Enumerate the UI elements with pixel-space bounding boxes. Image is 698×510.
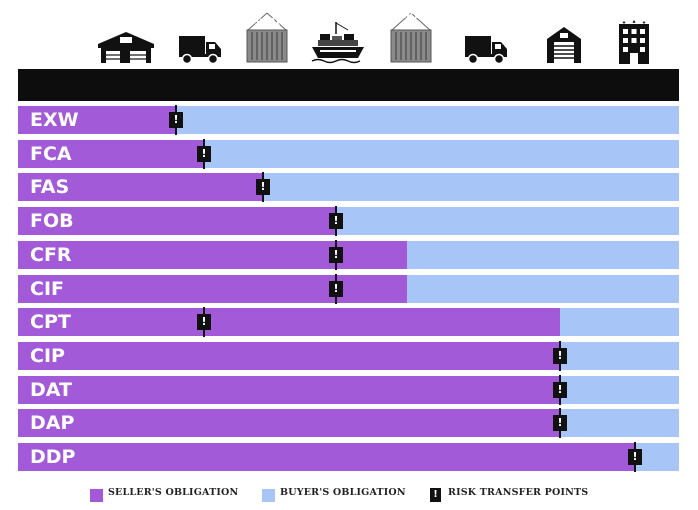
seller-obligation-bar	[18, 409, 560, 438]
risk-transfer-marker: !	[553, 347, 567, 364]
incoterm-row-fas: FAS!	[18, 172, 679, 203]
incoterm-label: CPT	[30, 311, 71, 334]
risk-transfer-marker: !	[329, 280, 343, 297]
seller-obligation-bar	[18, 274, 407, 303]
risk-transfer-marker: !	[169, 112, 183, 128]
incoterm-label: EXW	[30, 109, 79, 131]
legend-seller-swatch	[90, 489, 103, 502]
incoterm-label: CIP	[30, 344, 65, 367]
incoterm-row-dap: DAP!	[18, 408, 679, 439]
cargo-ship-icon	[308, 12, 368, 64]
warehouse-icon	[95, 12, 157, 64]
risk-transfer-marker: !	[256, 179, 270, 196]
header-destination-place: DESTINATION PLACE	[526, 3, 608, 28]
incoterm-label: FAS	[30, 176, 70, 199]
seller-obligation-bar	[18, 308, 560, 337]
legend-buyer-swatch	[262, 489, 275, 502]
risk-transfer-marker: !	[553, 415, 567, 432]
seller-obligation-bar	[18, 139, 204, 168]
container-crane-icon	[242, 12, 292, 64]
seller-obligation-bar	[18, 173, 263, 202]
header-bar	[18, 69, 679, 101]
legend-risk-marker: !	[430, 488, 441, 502]
incoterm-label: DAT	[30, 378, 72, 401]
garage-icon	[544, 12, 584, 64]
legend-risk-label: RISK TRANSFER POINTS	[448, 487, 589, 498]
risk-transfer-marker: !	[329, 213, 343, 230]
incoterm-label: CFR	[30, 243, 72, 266]
risk-transfer-marker: !	[553, 381, 567, 398]
header-carrier: CARRIER	[170, 10, 222, 21]
incoterm-row-ddp: DDP!	[18, 442, 679, 472]
risk-transfer-marker: !	[628, 449, 642, 465]
incoterm-label: CIF	[30, 277, 64, 300]
header-on-board: ON BOARD	[311, 10, 373, 21]
risk-transfer-marker: !	[197, 145, 211, 162]
legend-buyer-label: BUYER'S OBLIGATION	[280, 487, 406, 498]
seller-obligation-bar	[18, 240, 407, 269]
incoterm-row-cfr: CFR!	[18, 239, 679, 270]
incoterm-row-cif: CIF!	[18, 273, 679, 304]
seller-obligation-bar	[18, 106, 176, 134]
risk-transfer-marker: !	[197, 314, 211, 331]
incoterm-label: DAP	[30, 412, 75, 435]
header-arrival: ARRIVAL	[390, 10, 440, 21]
legend-seller-label: SELLER'S OBLIGATION	[108, 487, 239, 498]
seller-obligation-bar	[18, 207, 336, 236]
incoterm-row-cpt: CPT!	[18, 307, 679, 338]
legend: SELLER'S OBLIGATION BUYER'S OBLIGATION !…	[0, 482, 698, 506]
incoterm-row-fca: FCA!	[18, 138, 679, 169]
truck-icon	[462, 12, 510, 64]
incoterm-label: DDP	[30, 446, 76, 468]
container-crane-icon	[386, 12, 436, 64]
header-buyer: BUYER	[621, 10, 661, 21]
seller-obligation-bar	[18, 443, 635, 471]
header-alongside-ship-destination: ALONGSIDE SHIP	[453, 3, 521, 28]
incoterm-row-dat: DAT!	[18, 374, 679, 405]
header-incoterms: INCOTERMS	[21, 10, 93, 21]
seller-obligation-bar	[18, 375, 560, 404]
incoterm-row-exw: EXW!	[18, 105, 679, 135]
incoterm-label: FCA	[30, 142, 72, 165]
building-icon	[614, 12, 654, 64]
header-seller: SELLER	[101, 10, 145, 21]
incoterm-label: FOB	[30, 210, 74, 233]
incoterm-row-fob: FOB!	[18, 206, 679, 237]
truck-icon	[176, 12, 224, 64]
seller-obligation-bar	[18, 341, 560, 370]
header-alongside-ship-origin: ALONGSIDE SHIP	[235, 3, 303, 28]
risk-transfer-marker: !	[329, 246, 343, 263]
incoterm-row-cip: CIP!	[18, 340, 679, 371]
